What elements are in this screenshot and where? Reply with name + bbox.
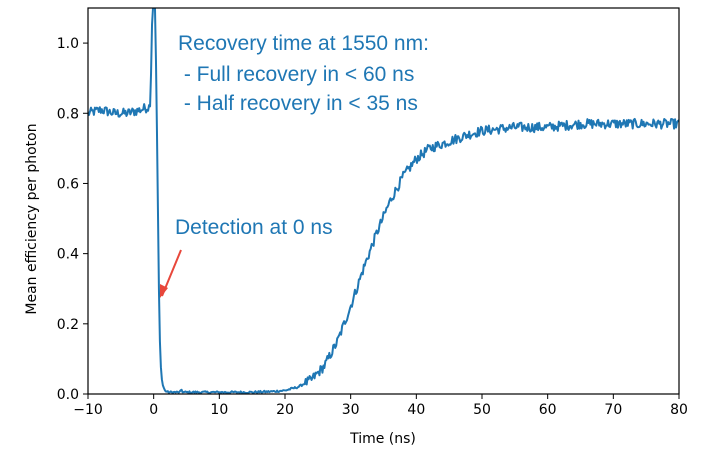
series-line: [88, 8, 679, 394]
annotation-half-recovery: - Half recovery in < 35 ns: [178, 92, 418, 115]
annotation-recovery-title: Recovery time at 1550 nm:: [178, 32, 429, 55]
x-tick-label: 20: [276, 402, 294, 418]
x-tick-label: 30: [342, 402, 360, 418]
plot-area: [88, 8, 679, 394]
x-tick-label: 60: [539, 402, 557, 418]
x-tick-label: 40: [407, 402, 425, 418]
x-axis-label: Time (ns): [349, 431, 416, 447]
plot-frame: [87, 7, 680, 395]
annotations: Recovery time at 1550 nm: - Full recover…: [160, 32, 429, 298]
y-tick-label: 0.8: [57, 106, 79, 122]
y-tick-label: 0.0: [57, 387, 79, 403]
x-tick-label: 80: [670, 402, 688, 418]
x-tick-label: 70: [604, 402, 622, 418]
y-tick-label: 1.0: [57, 36, 79, 52]
x-tick-label: 0: [149, 402, 158, 418]
y-tick-label: 0.2: [57, 317, 79, 333]
annotation-full-recovery: - Full recovery in < 60 ns: [178, 63, 414, 86]
x-tick-label: 10: [210, 402, 228, 418]
annotation-detection: Detection at 0 ns: [175, 216, 333, 239]
detection-arrowhead: [160, 284, 168, 298]
axes: −10 0 10 20 30 40 50 60 70 80 0.0 0.2 0.4 0.6 0.8 1.0: [57, 7, 688, 418]
x-tick-label: −10: [73, 402, 103, 418]
y-tick-label: 0.4: [57, 247, 79, 263]
x-tick-label: 50: [473, 402, 491, 418]
y-tick-label: 0.6: [57, 176, 79, 192]
y-axis-label: Mean efficiency per photon: [24, 123, 40, 314]
